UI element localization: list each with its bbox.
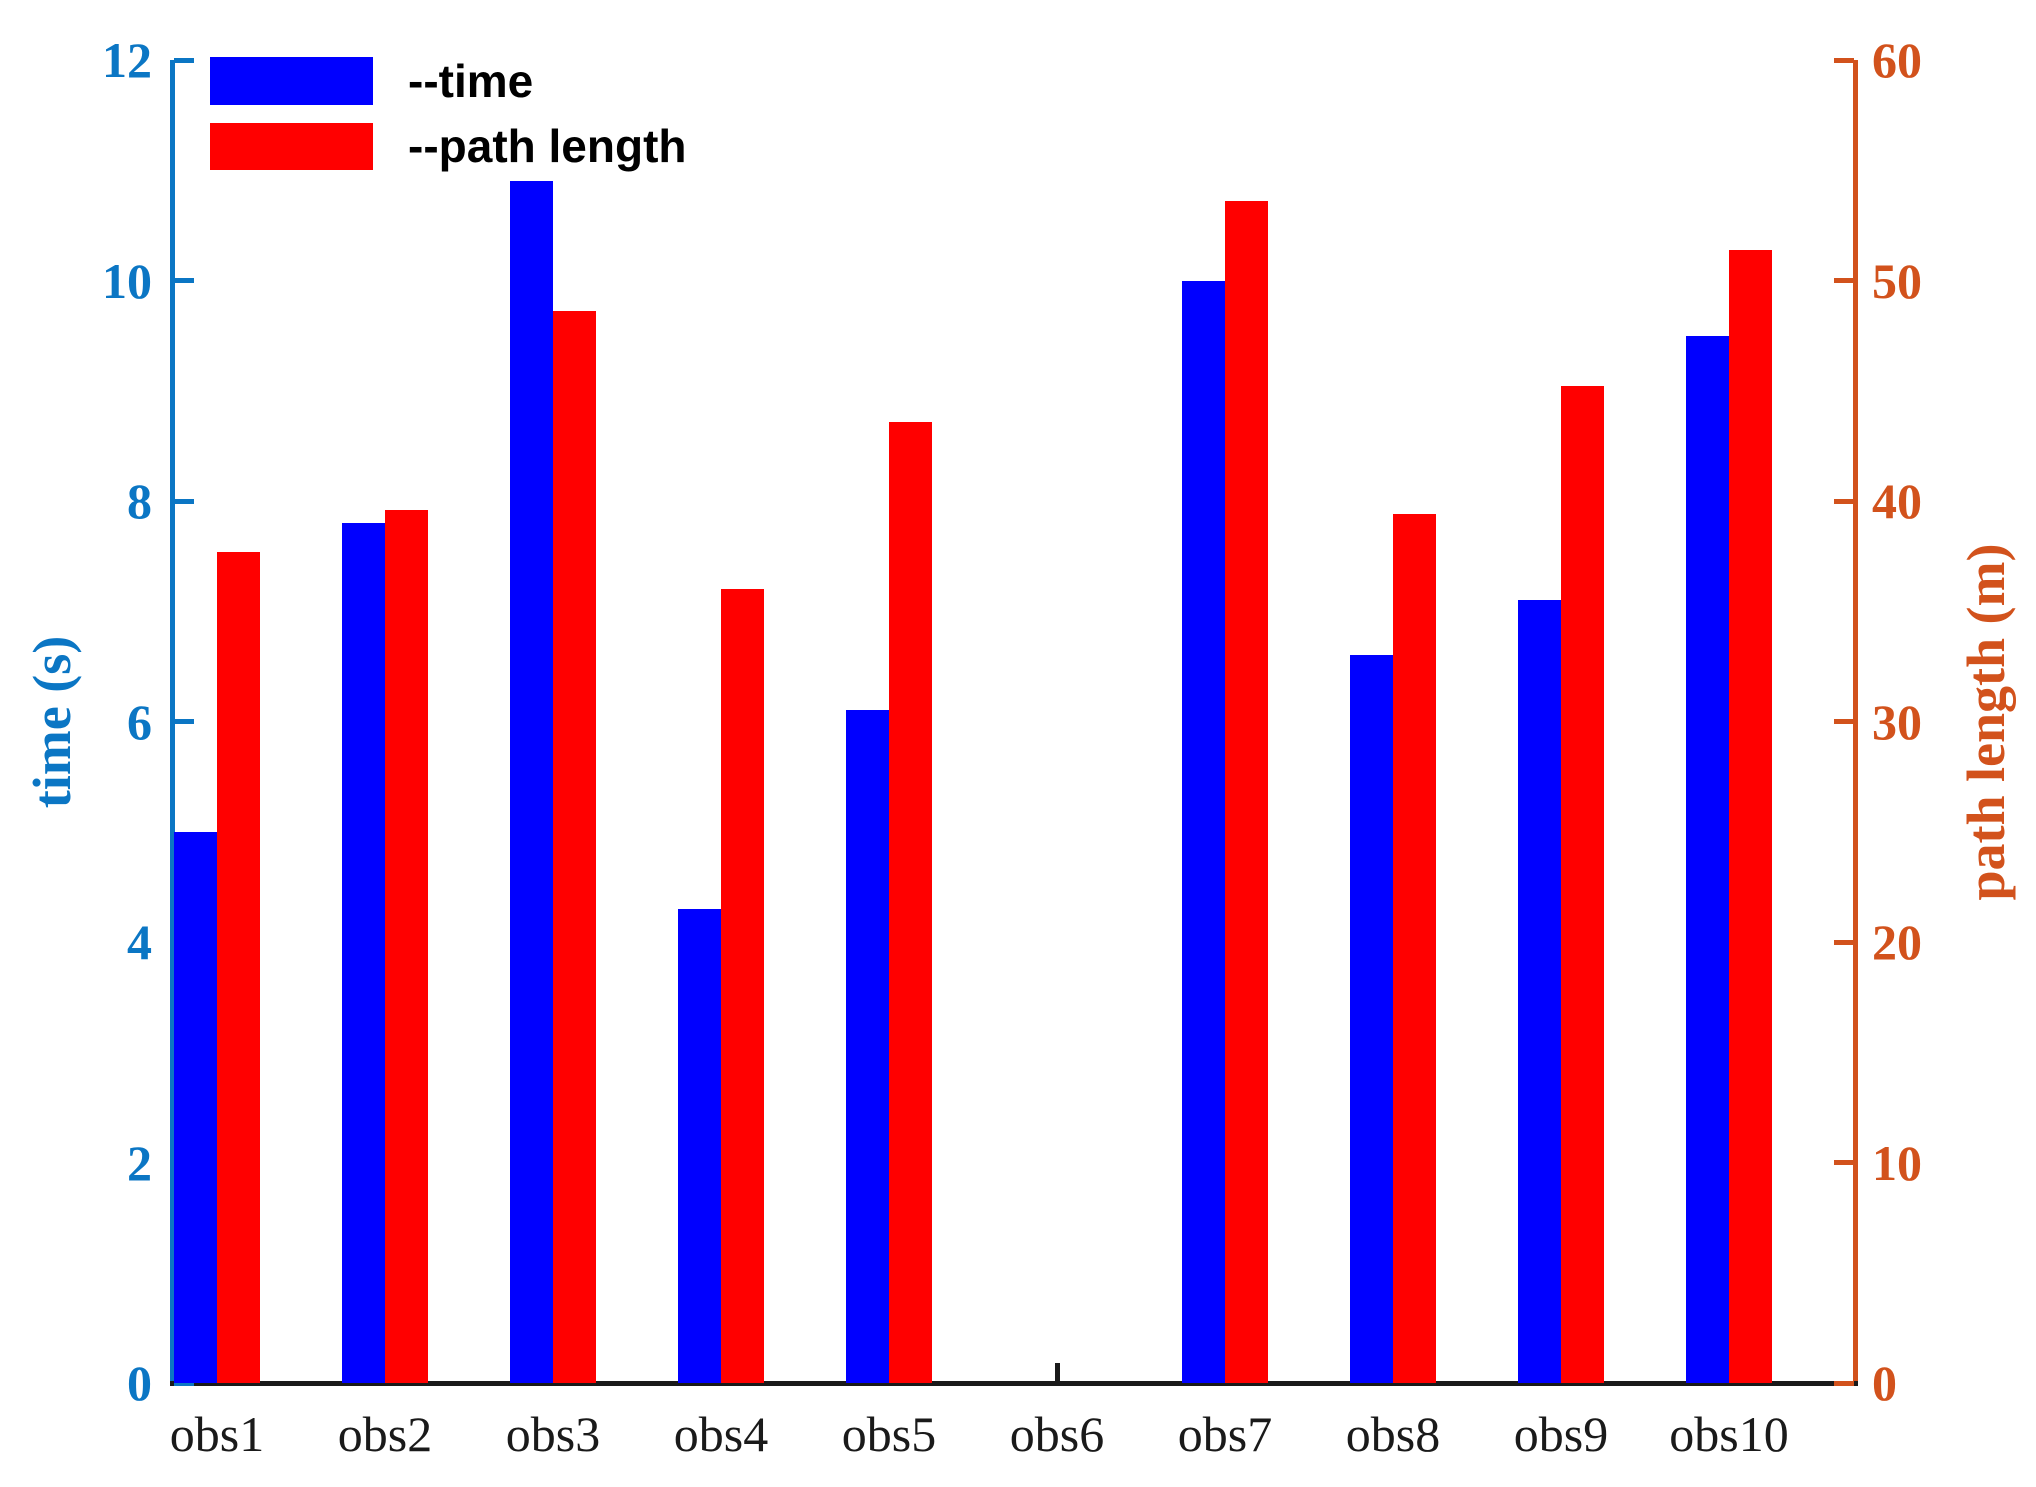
right-tick-10 — [1834, 1160, 1854, 1165]
left-axis-title: time (s) — [22, 635, 82, 809]
bar-path-length-obs8 — [1393, 514, 1436, 1383]
bar-time-obs2 — [342, 523, 385, 1383]
right-tick-0 — [1834, 1380, 1854, 1386]
right-tick-label-0: 0 — [1872, 1355, 1897, 1411]
bar-path-length-obs10 — [1729, 249, 1772, 1383]
right-tick-label-40: 40 — [1872, 473, 1922, 529]
left-y-axis-line — [170, 60, 175, 1383]
left-tick-0 — [174, 1380, 194, 1386]
x-label-obs10: obs10 — [1669, 1406, 1789, 1462]
bar-time-obs7 — [1182, 280, 1225, 1383]
bar-time-obs10 — [1686, 335, 1729, 1383]
x-label-obs3: obs3 — [505, 1406, 601, 1462]
left-tick-label-4: 4 — [127, 914, 152, 970]
x-label-obs1: obs1 — [169, 1406, 265, 1462]
left-tick-6 — [174, 719, 194, 724]
right-tick-30 — [1834, 719, 1854, 724]
x-label-obs9: obs9 — [1513, 1406, 1609, 1462]
left-tick-12 — [174, 57, 194, 63]
left-tick-label-12: 12 — [102, 32, 152, 88]
right-tick-20 — [1834, 939, 1854, 945]
x-label-obs7: obs7 — [1177, 1406, 1273, 1462]
left-tick-label-10: 10 — [102, 252, 152, 309]
left-tick-label-6: 6 — [127, 693, 152, 750]
left-tick-label-0: 0 — [127, 1355, 152, 1411]
x-label-obs6: obs6 — [1009, 1406, 1105, 1462]
right-tick-label-60: 60 — [1872, 32, 1922, 88]
bar-path-length-obs9 — [1561, 386, 1604, 1383]
x-label-obs5: obs5 — [841, 1406, 937, 1462]
right-tick-40 — [1834, 498, 1854, 504]
left-tick-8 — [174, 498, 194, 504]
bar-time-obs8 — [1350, 655, 1393, 1383]
x-label-obs2: obs2 — [337, 1406, 433, 1462]
right-tick-label-20: 20 — [1872, 914, 1922, 970]
bar-time-obs5 — [846, 710, 889, 1383]
bar-path-length-obs4 — [721, 589, 764, 1383]
left-tick-10 — [174, 278, 194, 283]
right-tick-60 — [1834, 57, 1854, 63]
bar-time-obs9 — [1518, 600, 1561, 1383]
right-axis-title: path length (m) — [1956, 543, 2016, 901]
x-label-obs4: obs4 — [673, 1406, 769, 1462]
x-axis-line — [170, 1381, 1858, 1386]
bar-path-length-obs2 — [385, 509, 428, 1383]
legend-swatch-path-length — [210, 123, 373, 170]
bar-path-length-obs3 — [553, 311, 596, 1383]
bar-time-obs1 — [174, 831, 217, 1383]
bar-path-length-obs1 — [217, 551, 260, 1383]
legend-label-time: --time — [408, 55, 534, 107]
left-tick-label-2: 2 — [127, 1134, 152, 1191]
bar-path-length-obs5 — [889, 421, 932, 1383]
x-tick-obs6 — [1054, 1363, 1060, 1383]
right-tick-label-30: 30 — [1872, 693, 1922, 750]
bar-time-obs4 — [678, 908, 721, 1383]
left-tick-label-8: 8 — [127, 473, 152, 529]
plot-area — [173, 60, 1853, 1383]
legend-swatch-time — [210, 57, 373, 105]
right-tick-50 — [1834, 278, 1854, 283]
bar-path-length-obs7 — [1225, 201, 1268, 1383]
right-y-axis-line — [1853, 60, 1858, 1383]
legend-label-path-length: --path length — [408, 120, 687, 172]
right-tick-label-50: 50 — [1872, 252, 1922, 309]
bar-time-obs3 — [510, 181, 553, 1383]
right-tick-label-10: 10 — [1872, 1134, 1922, 1191]
x-label-obs8: obs8 — [1345, 1406, 1441, 1462]
